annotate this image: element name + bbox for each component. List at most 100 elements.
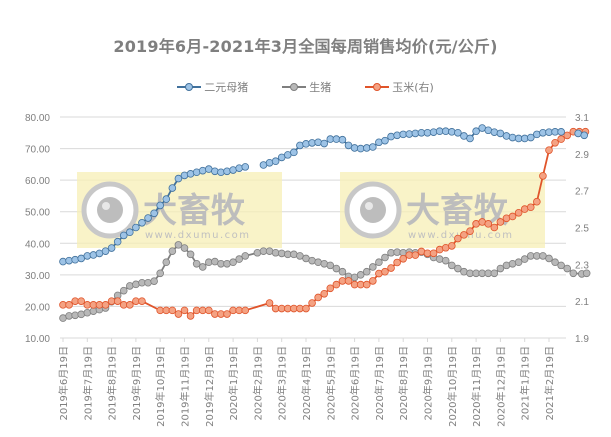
data-point [332,280,341,289]
data-point [411,251,420,259]
chart-legend: 二元母猪 生猪 玉米(右) [0,79,611,95]
data-point [223,310,231,318]
legend-item-hog: 生猪 [282,79,331,95]
data-point [119,286,128,295]
chart-title: 2019年6月-2021年3月全国每周销售均价(元/公斤) [113,37,498,56]
data-point [174,310,183,318]
svg-text:大畜牧: 大畜牧 [143,191,246,231]
data-point [362,280,371,289]
data-point [126,228,134,237]
data-point [144,214,152,222]
data-point [557,135,565,143]
data-point [290,148,298,157]
data-point [59,257,67,266]
x-tick-label: 2019年11月19日 [179,346,192,427]
data-point [271,157,280,166]
series-1 [59,241,591,322]
data-point [460,231,468,239]
data-point [211,167,219,176]
data-point [454,128,462,137]
data-point [205,306,213,315]
data-point [563,264,572,273]
x-tick-label: 2021年1月19日 [519,346,532,421]
svg-text:www.dxumu.com: www.dxumu.com [145,230,251,241]
series-2 [59,127,590,320]
y-left-tick-label: 80.00 [25,113,50,124]
data-point [496,264,505,273]
x-tick-label: 2020年10月19日 [446,346,459,427]
data-point [387,132,395,141]
data-point [369,263,377,271]
data-point [71,311,79,320]
x-tick-label: 2020年5月19日 [324,346,337,421]
x-tick-label: 2019年9月19日 [130,346,143,421]
data-point [241,306,250,315]
data-point [369,143,377,151]
x-tick-label: 2019年8月19日 [106,346,119,421]
legend-label: 生猪 [309,81,332,94]
data-point [83,252,92,260]
data-point [168,306,177,315]
data-point [362,267,371,276]
x-tick-label: 2020年12月19日 [494,346,507,427]
data-point [514,208,523,217]
y-right-tick-label: 2.9 [575,150,589,161]
data-point [472,127,480,136]
data-point [533,197,541,206]
y-left-tick-label: 10.00 [25,334,50,345]
data-point [138,297,146,305]
data-point [113,297,122,305]
data-point [150,209,158,218]
data-point [168,184,177,192]
legend-item-corn: 玉米(右) [365,79,434,95]
data-point [162,258,171,267]
data-point [447,128,456,136]
x-tick-label: 2020年1月19日 [227,346,240,421]
x-tick-label: 2019年10月19日 [154,346,167,427]
data-point [514,258,523,267]
data-point [65,256,73,265]
data-point [356,271,365,279]
legend-label: 二元母猪 [204,81,249,94]
data-point [314,138,322,147]
data-point [326,284,335,293]
legend-line-icon [282,83,307,91]
data-point [113,237,122,246]
x-tick-label: 2020年9月19日 [422,346,435,421]
data-point [241,252,250,260]
data-point [101,247,110,255]
data-point [320,139,329,148]
data-point [168,247,177,255]
data-point [180,306,189,315]
x-tick-label: 2020年11月19日 [470,346,483,427]
y-right-tick-label: 2.1 [575,297,589,308]
x-tick-label: 2020年8月19日 [397,346,410,421]
data-point [223,167,231,176]
data-point [132,223,140,232]
data-point [107,244,116,252]
y-left-tick-label: 30.00 [25,271,50,282]
data-point [186,312,195,320]
data-point [344,277,353,285]
data-point [65,301,73,309]
data-point [508,212,517,221]
data-point [496,218,505,226]
data-point [326,261,335,270]
data-point [332,264,341,273]
data-point [277,249,286,258]
data-point [381,267,389,276]
data-point [71,255,79,264]
data-point [77,297,86,305]
data-point [466,227,474,235]
data-point [551,138,559,147]
y-right-tick-label: 2.5 [575,224,589,235]
data-point [150,277,158,285]
y-left-tick-label: 20.00 [25,302,50,313]
y-left-tick-label: 70.00 [25,145,50,156]
data-point [387,264,395,272]
data-point [429,128,438,136]
data-point [526,203,535,212]
data-point [229,258,237,267]
